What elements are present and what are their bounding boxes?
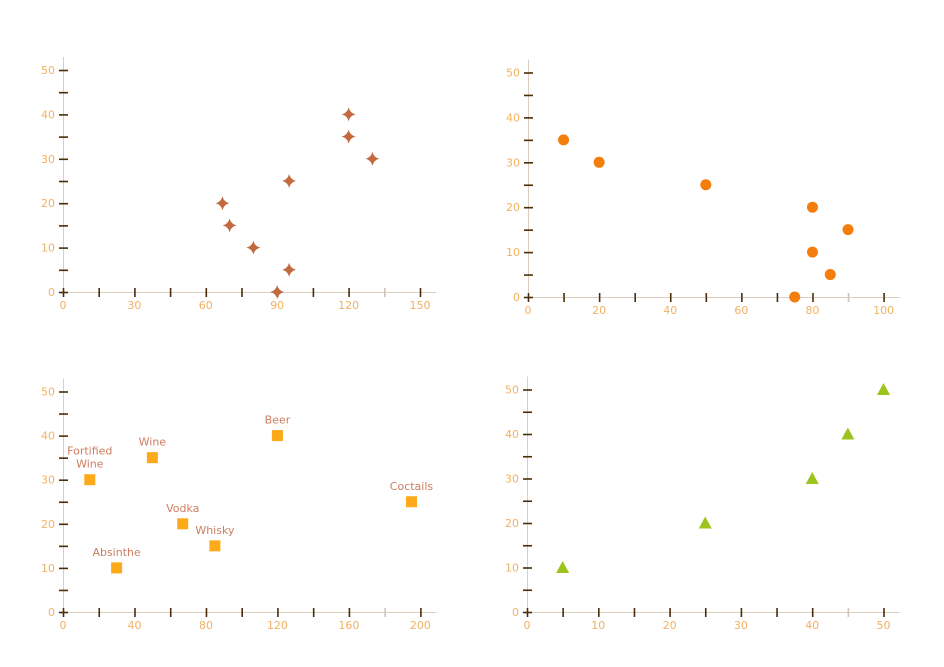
data-point-marker[interactable] (558, 134, 570, 146)
y-axis-tick-label: 40 (506, 111, 520, 124)
x-axis-tick-label: 40 (127, 619, 141, 632)
y-axis-tick-label: 50 (41, 64, 55, 77)
y-axis-tick-label: 10 (41, 562, 55, 575)
data-point-marker[interactable] (405, 496, 417, 508)
x-axis-tick-label: 200 (410, 619, 431, 632)
data-point-marker[interactable] (246, 240, 261, 255)
data-point-marker[interactable] (877, 383, 890, 395)
y-axis-tick-label: 0 (512, 606, 519, 619)
x-axis-tick-label: 120 (338, 299, 359, 312)
x-axis-tick-label: 40 (805, 619, 819, 632)
x-axis-tick-label: 60 (734, 304, 748, 317)
x-axis-tick-label: 40 (663, 304, 677, 317)
x-axis-tick-label: 90 (270, 299, 284, 312)
x-axis-tick-label: 60 (199, 299, 213, 312)
x-axis-tick-label: 0 (525, 304, 532, 317)
data-point-marker[interactable] (806, 246, 818, 258)
y-axis-tick-label: 50 (41, 386, 55, 399)
chart-top-left: 0 30 60 90 120 150 0 10 20 30 40 50 (41, 57, 436, 312)
y-axis-tick-label: 30 (41, 474, 55, 487)
data-point-marker[interactable] (698, 516, 712, 529)
data-point-marker[interactable] (341, 129, 356, 144)
chart-bottom-left: 0 40 80 120 160 200 0 10 20 30 40 50 Fortified Wine Ab… (41, 378, 437, 632)
y-axis-tick-label: 0 (48, 606, 55, 619)
data-point-marker[interactable] (282, 262, 297, 277)
data-point-marker[interactable] (215, 196, 230, 211)
y-axis-tick-label: 40 (41, 430, 55, 443)
y-axis-tick-label: 20 (41, 518, 55, 531)
data-point-marker[interactable] (282, 174, 297, 188)
y-axis-tick-label: 30 (506, 156, 520, 169)
data-point-marker[interactable] (789, 291, 801, 303)
data-point-marker[interactable] (270, 285, 285, 299)
data-point-marker[interactable] (271, 430, 283, 442)
data-point-marker[interactable] (824, 269, 836, 281)
data-point-marker[interactable] (111, 562, 123, 574)
data-point-marker[interactable] (146, 452, 158, 464)
y-axis-tick-label: 40 (41, 108, 55, 121)
y-axis-tick-label: 20 (506, 201, 520, 214)
data-point-label: Beer (265, 414, 291, 427)
data-point-marker[interactable] (806, 201, 818, 213)
data-point-label: Fortified Wine (67, 445, 112, 471)
y-axis-tick-label: 10 (41, 242, 55, 255)
data-point-marker[interactable] (556, 561, 570, 573)
x-axis-tick-label: 0 (524, 619, 531, 632)
x-axis-tick-label: 20 (592, 304, 606, 317)
data-point-marker[interactable] (700, 179, 712, 191)
data-point-marker[interactable] (842, 224, 854, 236)
x-axis-tick-label: 30 (734, 619, 748, 632)
data-point-marker[interactable] (593, 156, 605, 168)
x-axis-tick-label: 0 (60, 299, 67, 312)
y-axis-tick-label: 20 (41, 197, 55, 210)
x-axis-tick-label: 80 (805, 304, 819, 317)
y-axis-tick-label: 0 (513, 291, 520, 304)
x-axis-tick-label: 10 (591, 619, 605, 632)
data-point-marker[interactable] (805, 472, 819, 484)
data-point-label: Wine (139, 436, 167, 449)
y-axis-tick-label: 30 (505, 473, 519, 486)
y-axis-tick-label: 30 (41, 153, 55, 166)
y-axis-tick-label: 10 (505, 562, 519, 575)
data-point-marker[interactable] (222, 218, 237, 233)
data-point-marker[interactable] (209, 540, 221, 552)
y-axis-tick-label: 20 (505, 517, 519, 530)
chart-top-right: 0 20 40 60 80 100 0 10 20 30 40 50 (506, 59, 900, 317)
y-axis-tick-label: 50 (506, 67, 520, 80)
x-axis-tick-label: 0 (60, 619, 67, 632)
data-point-label: Absinthe (92, 546, 141, 559)
x-axis-tick-label: 80 (199, 619, 213, 632)
data-point-marker[interactable] (177, 518, 189, 530)
data-point-label: Coctails (390, 480, 434, 493)
x-axis-tick-label: 30 (127, 299, 141, 312)
data-point-marker[interactable] (365, 151, 380, 166)
x-axis-tick-label: 160 (338, 619, 359, 632)
data-point-label: Vodka (166, 502, 199, 515)
y-axis-tick-label: 50 (505, 384, 519, 397)
x-axis-tick-label: 100 (873, 304, 894, 317)
data-point-marker[interactable] (84, 474, 96, 486)
data-point-marker[interactable] (341, 107, 356, 122)
x-axis-tick-label: 50 (877, 619, 891, 632)
chart-bottom-right: 0 10 20 30 40 50 0 10 20 30 40 50 (505, 376, 900, 632)
y-axis-tick-label: 10 (506, 246, 520, 259)
y-axis-tick-label: 40 (505, 428, 519, 441)
data-point-marker[interactable] (841, 427, 855, 440)
x-axis-tick-label: 150 (410, 299, 431, 312)
y-axis-tick-label: 0 (48, 286, 55, 299)
x-axis-tick-label: 20 (663, 619, 677, 632)
x-axis-tick-label: 120 (267, 619, 288, 632)
data-point-label: Whisky (195, 524, 235, 537)
